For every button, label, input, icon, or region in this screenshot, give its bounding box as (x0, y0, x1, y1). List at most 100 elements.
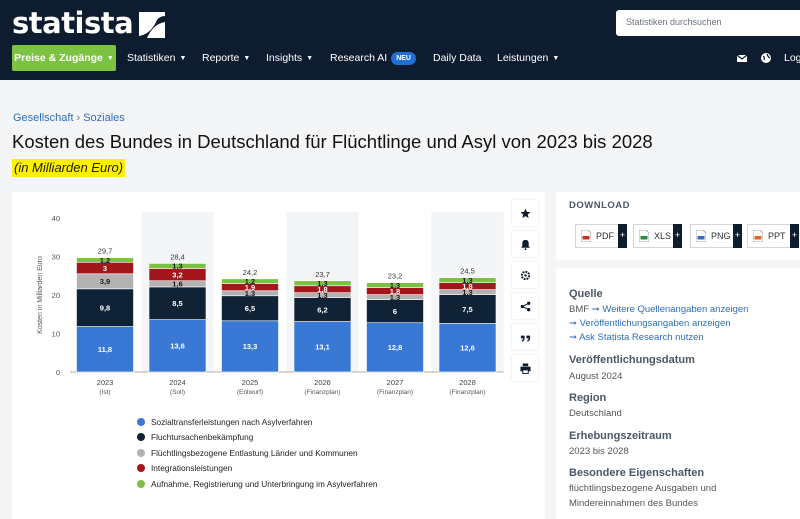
png-label: PNG (711, 231, 731, 241)
breadcrumb-gesellschaft[interactable]: Gesellschaft (13, 112, 74, 124)
legend-dot-icon (137, 433, 145, 442)
star-icon (519, 207, 531, 218)
data-label: 1,3 (462, 288, 472, 297)
data-label: 13,1 (315, 343, 330, 352)
ask-statista-label: Ask Statista Research nutzen (579, 332, 704, 343)
x-tick-sublabel: (Entwurf) (237, 389, 263, 396)
nav-leistungen[interactable]: Leistungen ▼ (497, 45, 559, 71)
besondere-eigenschaften-line1: flüchtlingsbezogene Ausgaben und (569, 483, 717, 494)
data-label: 1,3 (317, 279, 327, 288)
total-label: 23,2 (388, 272, 403, 281)
notification-button[interactable] (512, 231, 538, 257)
chevron-down-icon: ▼ (243, 55, 251, 62)
ppt-label: PPT (768, 231, 786, 241)
preise-label: Preise & Zugänge (14, 52, 103, 64)
page-subtitle: (in Milliarden Euro) (12, 159, 126, 177)
ask-statista-link[interactable]: ➞ Ask Statista Research nutzen (569, 332, 704, 343)
legend-item[interactable]: Aufnahme, Registrierung und Unterbringun… (137, 476, 377, 492)
besondere-eigenschaften-heading: Besondere Eigenschaften (569, 467, 705, 479)
login-link[interactable]: Log (784, 45, 800, 71)
statista-logo[interactable]: statista (12, 6, 166, 40)
stacked-bar-chart: 0 10 20 30 40 Kosten in Milliarden Euro 11,8 9,… (37, 212, 504, 396)
preise-zugaenge-button[interactable]: Preise & Zugänge ▼ (12, 45, 116, 71)
data-label: 7,5 (462, 305, 472, 314)
total-label: 24,2 (243, 268, 258, 277)
mail-icon[interactable] (736, 52, 748, 64)
png-plus-icon: + (733, 224, 742, 248)
legend-item[interactable]: Sozialtransferleistungen nach Asylverfah… (137, 414, 377, 430)
bar-segment (438, 323, 497, 373)
download-xls-button[interactable]: XLS + (633, 224, 682, 248)
info-card: Quelle BMF ➞ Weitere Quellenangaben anze… (556, 268, 800, 519)
breadcrumb-soziales[interactable]: Soziales (83, 112, 125, 124)
data-label: 1,6 (172, 280, 182, 289)
breadcrumb: Gesellschaft › Soziales (13, 112, 125, 124)
nav-research-ai[interactable]: Research AI NEU (330, 45, 416, 71)
total-label: 28,4 (170, 252, 185, 261)
data-label: 12,6 (460, 344, 475, 353)
data-label: 6 (393, 307, 397, 316)
x-tick-label: 2023 (97, 378, 114, 387)
bar-segment (366, 282, 424, 288)
data-label: 1,8 (462, 282, 472, 291)
chevron-down-icon: ▼ (552, 55, 560, 62)
chevron-down-icon: ▼ (306, 55, 314, 62)
data-label: 9,8 (100, 304, 110, 313)
nav-daily-data[interactable]: Daily Data (433, 45, 481, 71)
besondere-eigenschaften-line2: Mindereinnahmen des Bundes (569, 498, 698, 509)
pdf-plus-icon: + (618, 224, 627, 248)
nav-reporte[interactable]: Reporte ▼ (202, 45, 250, 71)
data-label: 3,2 (172, 270, 182, 279)
x-tick-label: 2026 (314, 378, 331, 387)
print-button[interactable] (512, 355, 538, 381)
bar-segment (221, 278, 279, 284)
weitere-quellen-link[interactable]: Weitere Quellenangaben anzeigen (602, 304, 749, 315)
legend-label: Aufnahme, Registrierung und Unterbringun… (151, 478, 378, 489)
data-label: 1,3 (245, 289, 255, 298)
bar-segment (148, 263, 207, 269)
gear-icon (520, 270, 530, 280)
nav-research-ai-label: Research AI (330, 52, 388, 64)
settings-button[interactable] (512, 262, 538, 288)
region-heading: Region (569, 392, 607, 404)
veroeffentlichungsangaben-label: Veröffentlichungsangaben anzeigen (579, 318, 731, 329)
search-placeholder: Statistiken durchsuchen (626, 17, 722, 27)
data-label: 3,9 (100, 277, 110, 286)
download-pdf-button[interactable]: PDF + (575, 224, 627, 248)
legend-dot-icon (137, 417, 145, 426)
share-button[interactable] (512, 293, 538, 319)
nav-insights[interactable]: Insights ▼ (266, 45, 313, 71)
favorite-button[interactable] (512, 200, 538, 226)
legend-item[interactable]: Flüchtlingsbezogene Entlastung Länder un… (137, 445, 377, 461)
top-header: statista Statistiken durchsuchen Preise … (0, 0, 800, 80)
data-label: 13,3 (243, 342, 258, 351)
legend-item[interactable]: Fluchtursachenbekämpfung (137, 430, 377, 446)
quote-icon (520, 335, 530, 342)
data-label: 6,5 (245, 304, 255, 313)
veroeffentlichungsangaben-link[interactable]: ➞ Veröffentlichungsangaben anzeigen (569, 318, 731, 329)
total-label: 24,5 (460, 267, 475, 276)
legend-item[interactable]: Integrationsleistungen (137, 461, 377, 477)
data-label: 1,3 (390, 281, 400, 290)
nav-insights-label: Insights (266, 52, 303, 64)
x-tick-label: 2025 (242, 378, 259, 387)
data-label: 12,8 (388, 343, 403, 352)
download-ppt-button[interactable]: PPT + (747, 224, 799, 248)
chevron-down-icon: ▼ (106, 55, 114, 62)
pdf-label: PDF (596, 231, 614, 241)
neu-badge: NEU (391, 52, 416, 65)
x-tick-sublabel: (Soll) (170, 389, 185, 396)
data-label: 13,6 (170, 342, 185, 351)
legend-label: Integrationsleistungen (151, 463, 233, 474)
legend-dot-icon (137, 464, 145, 473)
chart-toolbar (512, 200, 538, 386)
login-label: Log (784, 52, 800, 64)
bar-segment (148, 319, 207, 373)
search-input[interactable]: Statistiken durchsuchen (616, 10, 800, 36)
statista-logo-icon (139, 11, 166, 38)
cite-button[interactable] (512, 324, 538, 350)
globe-icon[interactable] (760, 52, 772, 64)
download-png-button[interactable]: PNG + (690, 224, 742, 248)
download-card: DOWNLOAD PDF + XLS + PNG + PPT + (556, 192, 800, 260)
nav-statistiken[interactable]: Statistiken ▼ (127, 45, 186, 71)
